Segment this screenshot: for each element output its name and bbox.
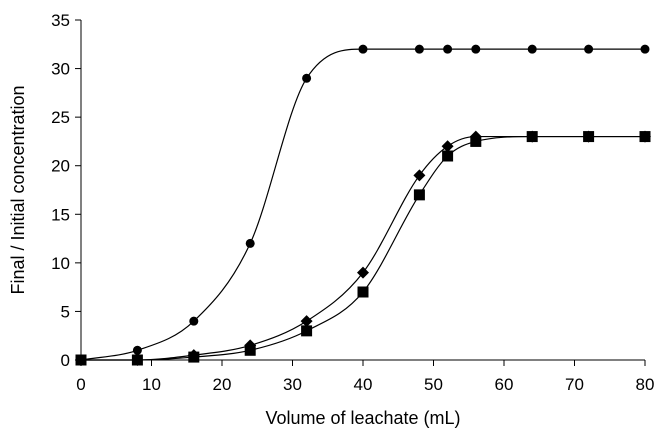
x-tick-label: 20 [213, 375, 232, 394]
data-point-circle [245, 238, 255, 248]
x-tick-label: 0 [76, 375, 85, 394]
x-tick-label: 70 [565, 375, 584, 394]
data-point-diamond [413, 169, 426, 182]
data-point-circle [640, 44, 650, 54]
data-point-circle [358, 44, 368, 54]
data-point-square [583, 131, 595, 143]
data-point-circle [132, 345, 142, 355]
data-point-square [301, 325, 313, 337]
y-tick-label: 35 [51, 11, 70, 30]
data-point-square [75, 354, 87, 366]
data-point-square [131, 354, 143, 366]
data-point-circle [527, 44, 537, 54]
series-circle-line [80, 48, 645, 361]
axes: 0 5 10 15 20 25 30 35 0 10 20 30 40 50 60 70 80 [51, 11, 654, 394]
data-point-square [188, 351, 200, 363]
x-tick-label: 80 [636, 375, 655, 394]
series-markers [75, 44, 651, 366]
data-point-square [357, 286, 369, 298]
data-point-diamond [441, 140, 454, 153]
data-point-square [470, 135, 482, 147]
series-curves [80, 48, 645, 361]
data-point-square [526, 131, 538, 143]
data-point-circle [414, 44, 424, 54]
x-tick-label: 60 [495, 375, 514, 394]
data-point-square [442, 150, 454, 162]
y-tick-label: 5 [61, 302, 70, 321]
y-tick-label: 0 [61, 351, 70, 370]
y-tick-label: 10 [51, 254, 70, 273]
data-point-diamond [357, 266, 369, 279]
x-axis-title: Volume of leachate (mL) [265, 408, 460, 428]
data-point-square [244, 344, 256, 356]
data-point-square [639, 131, 651, 143]
y-axis-title: Final / Initial concentration [8, 85, 28, 294]
series-diamond-line [81, 135, 645, 361]
data-point-circle [443, 44, 453, 54]
y-tick-label: 25 [51, 108, 70, 127]
x-tick-label: 30 [283, 375, 302, 394]
data-point-diamond [300, 315, 313, 328]
data-point-circle [302, 73, 312, 83]
x-tick-label: 40 [354, 375, 373, 394]
x-tick-label: 10 [142, 375, 161, 394]
y-tick-label: 30 [51, 60, 70, 79]
y-tick-label: 20 [51, 157, 70, 176]
x-tick-label: 50 [424, 375, 443, 394]
series-square-line [81, 135, 645, 361]
data-point-circle [471, 44, 481, 54]
y-tick-label: 15 [51, 205, 70, 224]
data-point-circle [584, 44, 594, 54]
data-point-circle [189, 316, 199, 326]
data-point-square [413, 189, 425, 201]
